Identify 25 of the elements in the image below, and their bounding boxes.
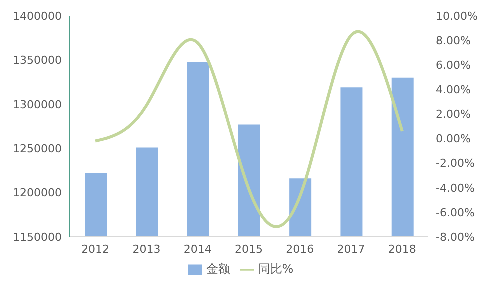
legend-label: 同比% bbox=[258, 262, 294, 276]
y-tick-label: 1150000 bbox=[13, 230, 62, 244]
y2-tick-label: 8.00% bbox=[436, 34, 471, 48]
y-tick-label: 1400000 bbox=[13, 10, 62, 23]
x-tick-label: 2017 bbox=[337, 242, 366, 256]
x-tick-label: 2012 bbox=[82, 242, 110, 256]
y-tick-label: 1300000 bbox=[13, 98, 62, 112]
x-tick-label: 2015 bbox=[235, 242, 263, 256]
y2-tick-label: -6.00% bbox=[436, 206, 475, 220]
y2-tick-label: 0.00% bbox=[436, 132, 471, 146]
y2-tick-label: -8.00% bbox=[436, 230, 475, 244]
x-tick-label: 2018 bbox=[388, 242, 416, 256]
legend-label: 金额 bbox=[206, 262, 230, 276]
y2-tick-label: 2.00% bbox=[436, 108, 471, 122]
y-tick-label: 1200000 bbox=[13, 186, 62, 200]
x-tick-label: 2014 bbox=[184, 242, 212, 256]
y2-tick-label: 10.00% bbox=[436, 10, 478, 23]
y-tick-label: 1250000 bbox=[13, 142, 62, 156]
y2-tick-label: -2.00% bbox=[436, 157, 475, 170]
x-tick-label: 2013 bbox=[132, 242, 161, 256]
y2-tick-label: 4.00% bbox=[436, 84, 471, 97]
y2-tick-label: -4.00% bbox=[436, 182, 475, 195]
x-tick-label: 2016 bbox=[286, 242, 314, 256]
y2-tick-label: 6.00% bbox=[436, 59, 471, 72]
y-tick-label: 1350000 bbox=[13, 54, 62, 68]
